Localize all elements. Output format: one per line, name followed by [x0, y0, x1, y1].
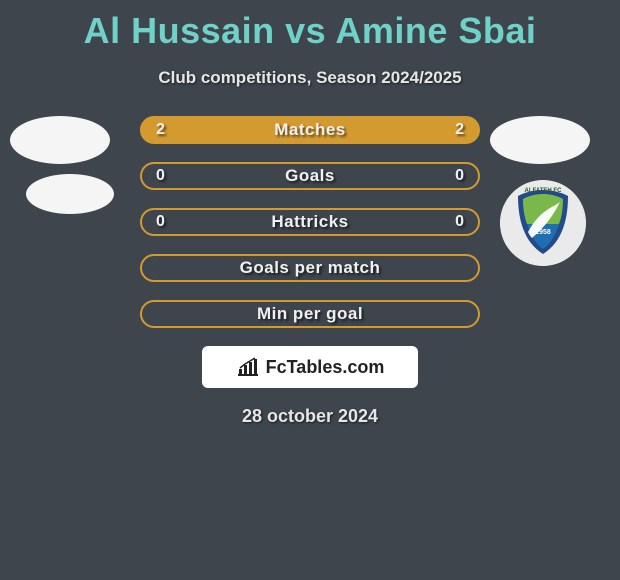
stat-value-left: 0: [156, 167, 165, 185]
subtitle: Club competitions, Season 2024/2025: [0, 68, 620, 88]
chart-icon: [236, 357, 260, 377]
stat-rows-container: 2 Matches 2 0 Goals 0 0 Hattricks 0 Goals per mat…: [140, 116, 480, 328]
attribution-badge: FcTables.com: [202, 346, 418, 388]
player-avatar-right: [490, 116, 590, 164]
stat-row: Goals per match: [140, 254, 480, 282]
stat-row: 0 Goals 0: [140, 162, 480, 190]
player-avatar-left: [10, 116, 110, 164]
stat-label: Goals: [285, 166, 335, 186]
svg-text:1958: 1958: [535, 229, 551, 236]
club-badge-right: ALFATEH FC 1958: [500, 180, 586, 266]
stat-label: Min per goal: [257, 304, 363, 324]
stat-value-right: 2: [455, 121, 464, 139]
stat-row: 0 Hattricks 0: [140, 208, 480, 236]
stat-row: 2 Matches 2: [140, 116, 480, 144]
stat-label: Goals per match: [240, 258, 381, 278]
page-title: Al Hussain vs Amine Sbai: [0, 0, 620, 52]
attribution-text: FcTables.com: [266, 357, 385, 378]
stat-label: Matches: [274, 120, 346, 140]
stat-value-left: 0: [156, 213, 165, 231]
stat-value-right: 0: [455, 167, 464, 185]
svg-text:ALFATEH FC: ALFATEH FC: [525, 188, 563, 194]
stat-value-left: 2: [156, 121, 165, 139]
stat-value-right: 0: [455, 213, 464, 231]
stat-row: Min per goal: [140, 300, 480, 328]
player-club-left: [26, 174, 114, 214]
stats-area: ALFATEH FC 1958 2 Matches 2 0 Goals 0 0 Hattric…: [0, 116, 620, 328]
stat-label: Hattricks: [271, 212, 348, 232]
date-text: 28 october 2024: [0, 406, 620, 427]
